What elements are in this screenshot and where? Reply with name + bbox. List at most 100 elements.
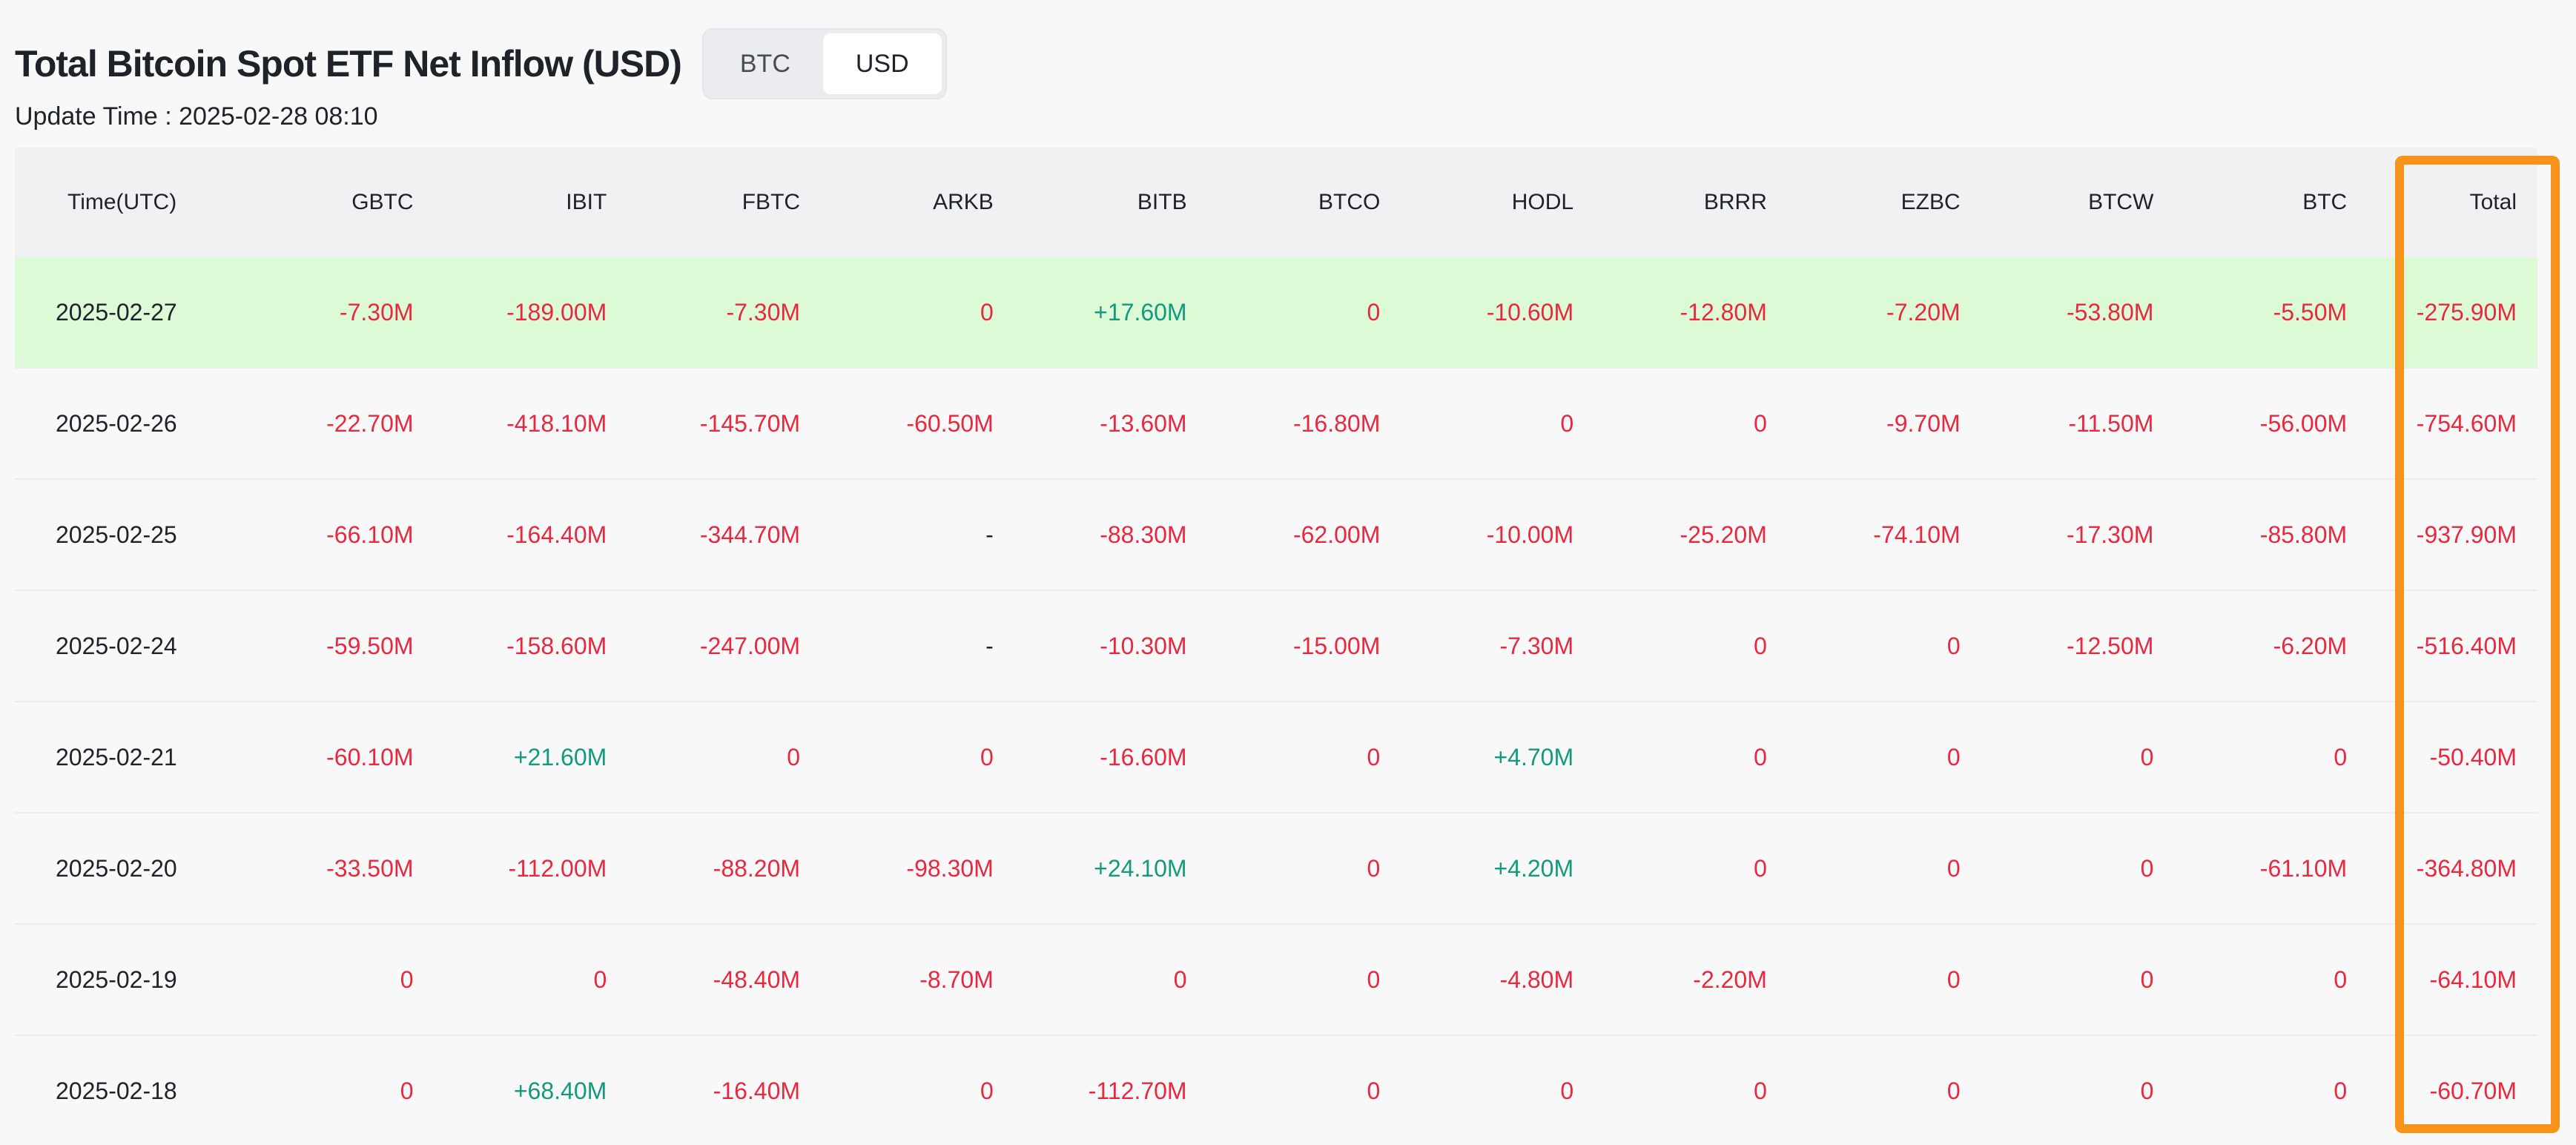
flow-cell-brrr: -25.20M: [1680, 521, 1767, 548]
flow-cell-brrr: 0: [1754, 409, 1767, 437]
flow-cell-total: -754.60M: [2416, 409, 2517, 437]
flow-cell-bitb: -16.60M: [1100, 743, 1187, 771]
date-cell: 2025-02-27: [56, 298, 177, 326]
flow-cell-arkb: -: [985, 632, 994, 659]
flow-cell-fbtc: -48.40M: [713, 966, 801, 993]
flow-cell-btco: 0: [1367, 854, 1381, 882]
flow-cell-total: -937.90M: [2416, 521, 2517, 548]
flow-cell-bitb: -10.30M: [1100, 632, 1187, 659]
flow-cell-ezbc: -7.20M: [1886, 298, 1961, 326]
table-row: 2025-02-21 -60.10M +21.60M 0 0 -16.60M 0 +4.70M…: [15, 702, 2537, 814]
flow-cell-ibit: -164.40M: [506, 521, 607, 548]
flow-cell-arkb: -98.30M: [906, 854, 994, 882]
date-cell: 2025-02-25: [56, 521, 177, 548]
column-header-gbtc: GBTC: [351, 190, 414, 214]
flow-cell-btcw: 0: [2140, 743, 2154, 771]
column-header-bitb: BITB: [1137, 190, 1187, 214]
flow-cell-btcw: -17.30M: [2067, 521, 2154, 548]
flow-cell-total: -364.80M: [2416, 854, 2517, 882]
flow-cell-hodl: -4.80M: [1499, 966, 1574, 993]
table-header-row: Time(UTC) GBTC IBIT FBTC ARKB BITB BTCO HODL BRR…: [15, 148, 2537, 257]
flow-cell-bitb: -112.70M: [1088, 1077, 1187, 1104]
flow-cell-ezbc: 0: [1946, 1077, 1961, 1104]
flow-cell-btco: -62.00M: [1292, 521, 1381, 548]
flow-cell-brrr: 0: [1754, 632, 1767, 659]
update-time-value: 2025-02-28 08:10: [179, 102, 378, 131]
header: Total Bitcoin Spot ETF Net Inflow (USD) …: [15, 28, 947, 99]
column-header-hodl: HODL: [1511, 190, 1574, 214]
flow-cell-btc: -5.50M: [2273, 298, 2348, 326]
flow-cell-total: -516.40M: [2416, 632, 2517, 659]
page-title: Total Bitcoin Spot ETF Net Inflow (USD): [15, 43, 682, 85]
flow-cell-arkb: -60.50M: [906, 409, 994, 437]
column-header-btco: BTCO: [1318, 190, 1381, 214]
table-row: 2025-02-26 -22.70M -418.10M -145.70M -60.50M…: [15, 369, 2537, 480]
flow-cell-hodl: 0: [1560, 1077, 1574, 1104]
flow-cell-btcw: -53.80M: [2067, 298, 2154, 326]
flow-cell-btcw: -12.50M: [2067, 632, 2154, 659]
flow-cell-btc: 0: [2334, 743, 2348, 771]
column-header-ibit: IBIT: [566, 190, 607, 214]
date-cell: 2025-02-24: [56, 632, 177, 659]
flow-cell-ezbc: 0: [1946, 966, 1961, 993]
flow-cell-fbtc: -344.70M: [699, 521, 801, 548]
flow-cell-gbtc: -22.70M: [326, 409, 414, 437]
etf-flow-table: Time(UTC) GBTC IBIT FBTC ARKB BITB BTCO HODL BRR…: [15, 148, 2537, 1145]
update-time-label: Update Time :: [15, 102, 179, 131]
flow-cell-btco: -15.00M: [1292, 632, 1381, 659]
flow-cell-fbtc: -16.40M: [713, 1077, 801, 1104]
flow-cell-btc: 0: [2334, 1077, 2348, 1104]
column-header-total: Total: [2469, 190, 2517, 214]
flow-cell-total: -64.10M: [2429, 966, 2517, 993]
date-cell: 2025-02-18: [56, 1077, 177, 1104]
date-cell: 2025-02-19: [56, 966, 177, 993]
flow-cell-fbtc: -145.70M: [699, 409, 801, 437]
flow-cell-total: -275.90M: [2416, 298, 2517, 326]
flow-cell-brrr: 0: [1754, 1077, 1767, 1104]
toggle-usd-button[interactable]: USD: [822, 33, 942, 94]
table-row: 2025-02-20 -33.50M -112.00M -88.20M -98.30M +…: [15, 814, 2537, 925]
flow-cell-ezbc: 0: [1946, 854, 1961, 882]
flow-cell-btcw: 0: [2140, 1077, 2154, 1104]
flow-cell-gbtc: 0: [400, 966, 414, 993]
flow-cell-brrr: 0: [1754, 743, 1767, 771]
table-row: 2025-02-19 0 0 -48.40M -8.70M 0 0 -4.80M -2.20M 0…: [15, 925, 2537, 1036]
flow-cell-ezbc: 0: [1946, 743, 1961, 771]
flow-cell-total: -60.70M: [2429, 1077, 2517, 1104]
flow-cell-ibit: 0: [593, 966, 607, 993]
flow-cell-fbtc: -7.30M: [726, 298, 801, 326]
flow-cell-gbtc: -66.10M: [326, 521, 414, 548]
flow-cell-gbtc: -60.10M: [326, 743, 414, 771]
date-cell: 2025-02-21: [56, 743, 177, 771]
flow-cell-btc: -61.10M: [2259, 854, 2348, 882]
flow-cell-hodl: -10.60M: [1486, 298, 1574, 326]
flow-cell-total: -50.40M: [2429, 743, 2517, 771]
column-header-brrr: BRRR: [1703, 190, 1767, 214]
flow-cell-ezbc: -74.10M: [1873, 521, 1961, 548]
flow-cell-btc: -6.20M: [2273, 632, 2348, 659]
flow-cell-fbtc: -247.00M: [699, 632, 801, 659]
update-time: Update Time : 2025-02-28 08:10: [15, 102, 378, 131]
flow-cell-gbtc: -33.50M: [326, 854, 414, 882]
flow-cell-btcw: 0: [2140, 854, 2154, 882]
flow-cell-arkb: 0: [980, 743, 994, 771]
flow-cell-btc: -85.80M: [2259, 521, 2348, 548]
flow-cell-gbtc: 0: [400, 1077, 414, 1104]
flow-cell-bitb: +24.10M: [1094, 854, 1187, 882]
flow-cell-arkb: 0: [980, 298, 994, 326]
flow-cell-brrr: -2.20M: [1693, 966, 1767, 993]
date-cell: 2025-02-20: [56, 854, 177, 882]
flow-cell-ibit: -189.00M: [506, 298, 607, 326]
flow-cell-bitb: +17.60M: [1094, 298, 1187, 326]
flow-cell-brrr: 0: [1754, 854, 1767, 882]
flow-cell-ezbc: -9.70M: [1886, 409, 1961, 437]
table-row: 2025-02-24 -59.50M -158.60M -247.00M - -10.30…: [15, 591, 2537, 702]
flow-cell-btco: 0: [1367, 298, 1381, 326]
column-header-fbtc: FBTC: [742, 190, 801, 214]
flow-cell-btco: 0: [1367, 743, 1381, 771]
flow-cell-fbtc: -88.20M: [713, 854, 801, 882]
toggle-btc-button[interactable]: BTC: [739, 49, 790, 78]
flow-cell-btco: 0: [1367, 1077, 1381, 1104]
flow-cell-btcw: 0: [2140, 966, 2154, 993]
